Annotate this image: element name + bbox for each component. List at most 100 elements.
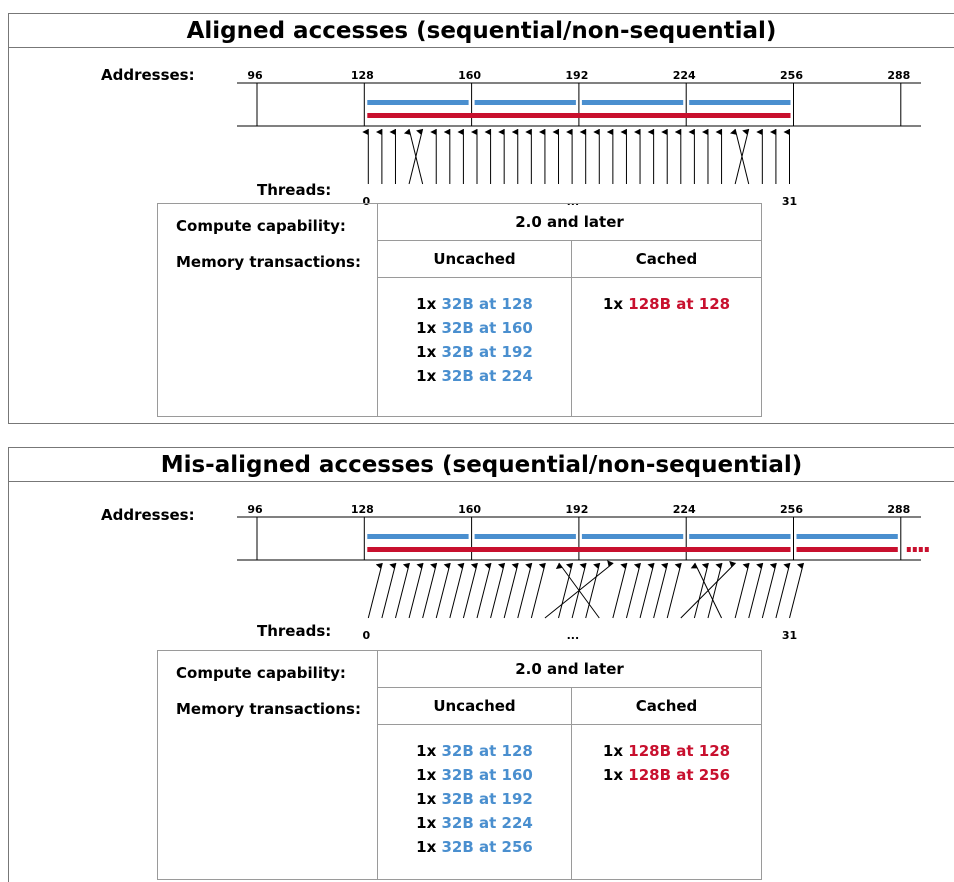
uncached-segment (474, 534, 576, 539)
label-column: Compute capability: Memory transactions: (157, 650, 378, 880)
thread-arrow (775, 562, 791, 619)
cached-transaction: 1x 128B at 128 (602, 295, 731, 313)
uncached-transaction: 1x 32B at 160 (416, 766, 533, 784)
thread-label-first: 0 (362, 629, 370, 642)
uncached-transaction: 1x 32B at 160 (416, 319, 533, 337)
address-label: 256 (780, 503, 803, 516)
misaligned-panel: Mis-aligned accesses (sequential/non-seq… (8, 447, 954, 882)
uncached-list: 1x 32B at 128 1x 32B at 160 1x 32B at 19… (377, 724, 572, 880)
thread-arrow (517, 562, 533, 619)
uncached-header: Uncached (377, 240, 572, 278)
address-label: 160 (458, 69, 481, 82)
thread-arrow (734, 562, 750, 619)
thread-arrow (666, 562, 682, 619)
compute-capability-label: Compute capability: (176, 217, 346, 235)
uncached-transaction: 1x 32B at 224 (416, 367, 533, 385)
address-label: 224 (673, 503, 696, 516)
thread-arrow (789, 562, 804, 619)
address-label: 224 (673, 69, 696, 82)
thread-arrow (408, 562, 424, 619)
thread-arrow (653, 562, 669, 619)
address-label: 288 (887, 503, 910, 516)
panel-title: Aligned accesses (sequential/non-sequent… (9, 14, 954, 48)
address-label: 192 (565, 69, 588, 82)
uncached-segment (474, 100, 576, 105)
thread-arrow (730, 128, 750, 185)
cached-transaction: 1x 128B at 128 (602, 742, 731, 760)
uncached-header: Uncached (377, 687, 572, 725)
compute-capability-value: 2.0 and later (377, 203, 762, 241)
cached-segment-continuation (906, 547, 911, 552)
thread-arrow (462, 562, 478, 619)
thread-arrow (707, 562, 723, 619)
panel-title: Mis-aligned accesses (sequential/non-seq… (9, 448, 954, 482)
cached-segment (367, 113, 791, 118)
thread-arrow (612, 562, 628, 619)
thread-arrow (761, 562, 777, 619)
thread-arrow (381, 562, 397, 619)
address-label: 128 (351, 69, 374, 82)
cached-segment-continuation (918, 547, 923, 552)
cached-transaction: 1x 128B at 256 (602, 766, 731, 784)
uncached-transaction: 1x 32B at 128 (416, 742, 533, 760)
thread-arrow (558, 562, 574, 619)
uncached-transaction: 1x 32B at 192 (416, 790, 533, 808)
uncached-segment (581, 534, 684, 539)
thread-arrow (394, 562, 410, 619)
label-column: Compute capability: Memory transactions: (157, 203, 378, 417)
uncached-segment (689, 100, 791, 105)
aligned-panel: Aligned accesses (sequential/non-sequent… (8, 13, 954, 424)
address-label: 96 (247, 503, 263, 516)
uncached-segment (581, 100, 684, 105)
cached-list: 1x 128B at 128 1x 128B at 256 (571, 724, 762, 880)
transactions-table: Compute capability: Memory transactions:… (157, 203, 762, 417)
thread-arrow (690, 562, 723, 619)
thread-arrow (403, 128, 424, 185)
thread-arrow (422, 562, 438, 619)
address-label: 288 (887, 69, 910, 82)
address-label: 160 (458, 503, 481, 516)
thread-label-ellipsis: ... (567, 629, 580, 642)
address-label: 192 (565, 503, 588, 516)
address-label: 128 (351, 503, 374, 516)
cached-segment-continuation (912, 547, 917, 552)
uncached-transaction: 1x 32B at 256 (416, 838, 533, 856)
threads-label: Threads: (257, 622, 332, 640)
address-label: 96 (247, 69, 263, 82)
thread-label-first: 0 (362, 195, 370, 208)
thread-arrow (449, 562, 465, 619)
uncached-segment (367, 534, 469, 539)
cached-header: Cached (571, 240, 762, 278)
thread-arrow (639, 562, 655, 619)
thread-label-last: 31 (782, 629, 797, 642)
memory-transactions-label: Memory transactions: (176, 700, 361, 718)
cached-header: Cached (571, 687, 762, 725)
uncached-list: 1x 32B at 128 1x 32B at 160 1x 32B at 19… (377, 277, 572, 417)
thread-arrow (367, 562, 383, 619)
addresses-label: Addresses: (101, 506, 195, 524)
thread-arrow (555, 562, 600, 619)
uncached-segment (689, 534, 791, 539)
cached-segment (367, 547, 791, 552)
uncached-transaction: 1x 32B at 192 (416, 343, 533, 361)
cached-segment (796, 547, 898, 552)
compute-capability-value: 2.0 and later (377, 650, 762, 688)
addresses-label: Addresses: (101, 66, 195, 84)
transactions-table: Compute capability: Memory transactions:… (157, 650, 762, 880)
uncached-segment (796, 534, 898, 539)
address-diagram: 96 128 160 192 224 256 288 0... 31 (237, 503, 929, 642)
uncached-segment (367, 100, 469, 105)
thread-arrow (585, 562, 601, 619)
address-label: 256 (780, 69, 803, 82)
thread-arrow (625, 562, 641, 619)
thread-label-last: 31 (782, 195, 797, 208)
thread-arrow (503, 562, 519, 619)
thread-arrow (748, 562, 764, 619)
thread-arrow (476, 562, 492, 619)
thread-arrow (490, 562, 506, 619)
compute-capability-label: Compute capability: (176, 664, 346, 682)
thread-arrow (693, 562, 709, 619)
uncached-transaction: 1x 32B at 128 (416, 295, 533, 313)
uncached-transaction: 1x 32B at 224 (416, 814, 533, 832)
